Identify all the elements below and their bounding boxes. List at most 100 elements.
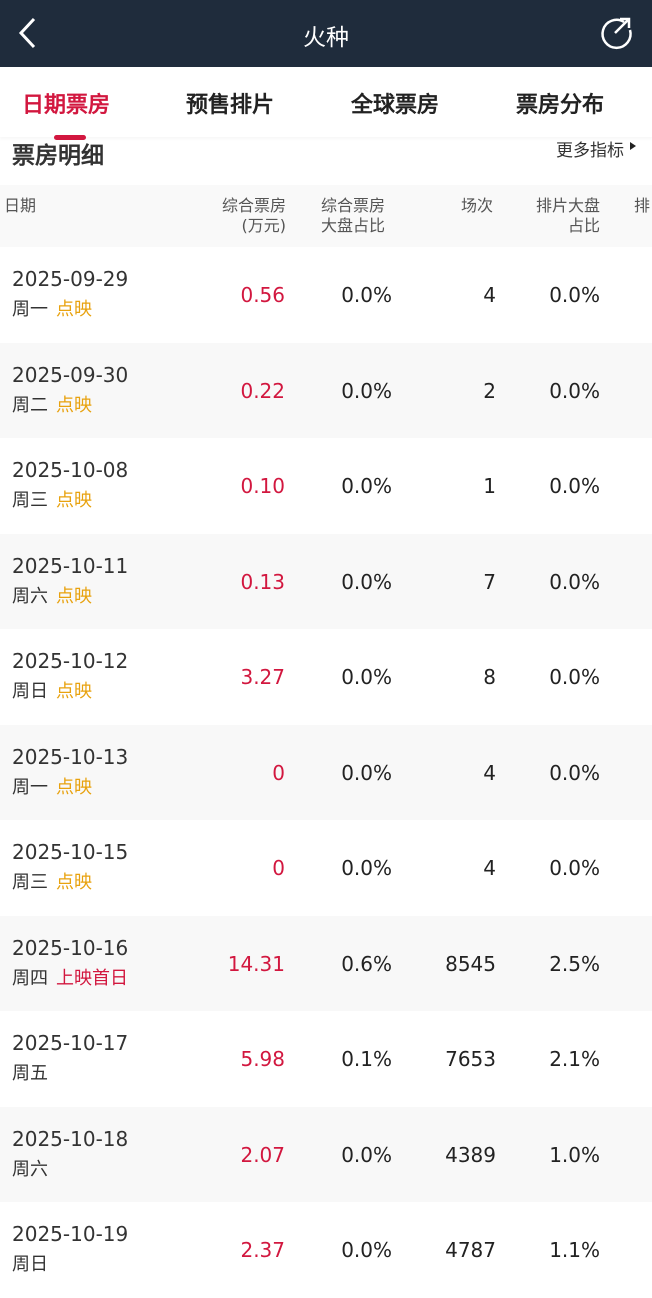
shows: 4787: [445, 1238, 496, 1262]
table-header: 日期 综合票房 (万元) 综合票房 大盘占比 场次 排片大盘 占比 排: [0, 185, 652, 247]
tab-distribution[interactable]: 票房分布: [516, 93, 605, 118]
tab-global[interactable]: 全球票房: [351, 93, 440, 118]
shows: 4: [483, 283, 496, 307]
col-more[interactable]: 排: [634, 196, 651, 215]
date: 2025-09-30: [12, 362, 129, 387]
schedule-share: 0.0%: [549, 665, 600, 689]
schedule-share: 0.0%: [549, 283, 600, 307]
tab-daily-box-office[interactable]: 日期票房: [22, 93, 111, 118]
weekday: 周一 点映: [12, 299, 92, 320]
weekday: 周一 点映: [12, 776, 92, 798]
box-share: 0.1%: [341, 1047, 392, 1071]
col-box-office[interactable]: 综合票房 (万元): [221, 196, 286, 235]
weekday: 周日: [12, 1254, 48, 1275]
box-office: 0: [272, 760, 285, 785]
release-tag: 点映: [56, 776, 92, 798]
shows: 4: [483, 856, 496, 880]
box-office: 0.56: [240, 283, 285, 307]
box-office: 2.07: [240, 1142, 285, 1167]
section-header: 票房明细 更多指标: [0, 128, 652, 183]
caret-right-icon: [630, 142, 636, 150]
table-row[interactable]: 2025-10-11 周六 点映 0.13 0.0% 7 0.0%: [0, 533, 652, 629]
table-row[interactable]: 2025-09-29 周一 点映 0.56 0.0% 4 0.0%: [0, 247, 652, 343]
weekday: 周三 点映: [12, 872, 92, 893]
shows: 7: [483, 569, 496, 594]
box-office: 5.98: [240, 1047, 285, 1071]
box-share: 0.0%: [341, 1238, 392, 1262]
section-title: 票房明细: [12, 143, 104, 169]
table-row[interactable]: 2025-10-18 周六 2.07 0.0% 4389 1.0%: [0, 1106, 652, 1202]
schedule-share: 2.5%: [549, 951, 600, 976]
page-title: 火种: [303, 25, 349, 51]
col-schedule-share[interactable]: 排片大盘 占比: [535, 196, 600, 235]
nav-bar: 火种: [0, 0, 652, 67]
col-shows[interactable]: 场次: [461, 196, 494, 215]
tab-bar: 日期票房 预售排片 全球票房 票房分布: [0, 67, 652, 140]
table-row[interactable]: 2025-10-19 周日 2.37 0.0% 4787 1.1%: [0, 1202, 652, 1298]
table-row[interactable]: 2025-10-15 周三 点映 0 0.0% 4 0.0%: [0, 820, 652, 916]
col-box-share[interactable]: 综合票房 大盘占比: [321, 196, 386, 235]
release-tag: 点映: [56, 394, 92, 416]
shows: 2: [483, 378, 496, 403]
tab-presale[interactable]: 预售排片: [186, 93, 275, 118]
date: 2025-10-17: [12, 1031, 129, 1055]
more-metrics-link[interactable]: 更多指标: [556, 141, 624, 161]
release-tag: 点映: [56, 585, 92, 607]
weekday: 周二 点映: [12, 394, 92, 416]
schedule-share: 2.1%: [549, 1047, 600, 1071]
table-row[interactable]: 2025-09-30 周二 点映 0.22 0.0% 2 0.0%: [0, 342, 652, 438]
table-row[interactable]: 2025-10-12 周日 点映 3.27 0.0% 8 0.0%: [0, 629, 652, 725]
weekday: 周六: [12, 1158, 48, 1180]
schedule-share: 1.0%: [549, 1142, 600, 1167]
shows: 8: [483, 665, 496, 689]
share-icon[interactable]: [598, 14, 634, 50]
box-office: 0: [272, 856, 285, 880]
box-share: 0.0%: [341, 1142, 392, 1167]
box-share: 0.0%: [341, 856, 392, 880]
shows: 4389: [445, 1142, 496, 1167]
date: 2025-10-15: [12, 840, 129, 864]
box-share: 0.0%: [341, 665, 392, 689]
table-row[interactable]: 2025-10-17 周五 5.98 0.1% 7653 2.1%: [0, 1011, 652, 1107]
shows: 4: [483, 760, 496, 785]
table-row[interactable]: 2025-10-16 周四 上映首日 14.31 0.6% 8545 2.5%: [0, 915, 652, 1011]
box-office: 14.31: [227, 951, 285, 976]
box-share: 0.0%: [341, 569, 392, 594]
weekday: 周五: [12, 1063, 48, 1084]
active-tab-indicator: [54, 135, 86, 140]
box-office: 0.10: [240, 474, 285, 498]
table-row[interactable]: 2025-10-13 周一 点映 0 0.0% 4 0.0%: [0, 724, 652, 820]
chevron-left-icon[interactable]: [16, 16, 46, 50]
shows: 1: [483, 474, 496, 498]
release-tag: 点映: [56, 872, 92, 893]
date: 2025-09-29: [12, 267, 129, 291]
weekday: 周三 点映: [12, 490, 92, 511]
box-office: 3.27: [240, 665, 285, 689]
date: 2025-10-18: [12, 1126, 129, 1151]
table-row[interactable]: 2025-10-08 周三 点映 0.10 0.0% 1 0.0%: [0, 438, 652, 534]
date: 2025-10-19: [12, 1222, 129, 1246]
schedule-share: 0.0%: [549, 569, 600, 594]
box-share: 0.0%: [341, 760, 392, 785]
box-share: 0.0%: [341, 474, 392, 498]
date: 2025-10-08: [12, 458, 129, 482]
schedule-share: 0.0%: [549, 378, 600, 403]
col-date[interactable]: 日期: [4, 196, 37, 215]
date: 2025-10-16: [12, 935, 129, 960]
box-share: 0.0%: [341, 283, 392, 307]
schedule-share: 0.0%: [549, 474, 600, 498]
shows: 8545: [445, 951, 496, 976]
date: 2025-10-12: [12, 649, 129, 673]
release-tag: 点映: [56, 681, 92, 702]
date: 2025-10-13: [12, 744, 129, 769]
box-office: 0.13: [240, 569, 285, 594]
box-office: 0.22: [240, 378, 285, 403]
shows: 7653: [445, 1047, 496, 1071]
release-tag: 上映首日: [56, 967, 128, 989]
schedule-share: 1.1%: [549, 1238, 600, 1262]
release-tag: 点映: [56, 490, 92, 511]
schedule-share: 0.0%: [549, 760, 600, 785]
schedule-share: 0.0%: [549, 856, 600, 880]
release-tag: 点映: [56, 299, 92, 320]
weekday: 周六 点映: [12, 585, 92, 607]
